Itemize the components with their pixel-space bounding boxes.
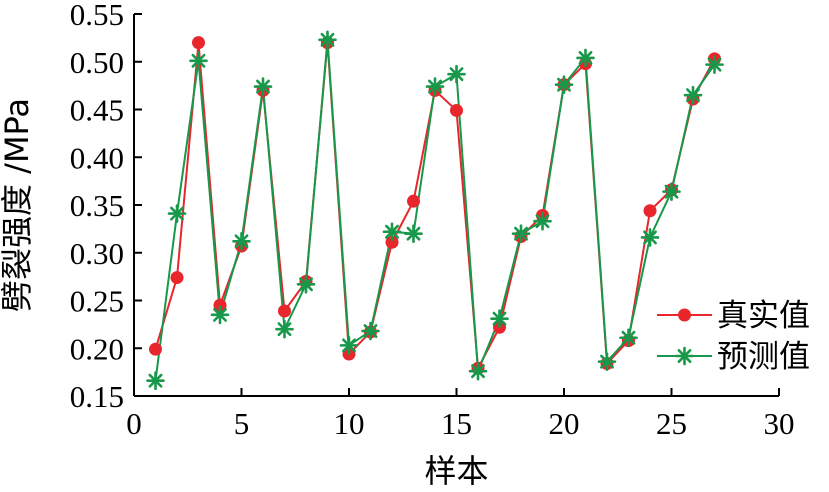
data-point-predicted xyxy=(275,319,294,339)
y-tick-label: 0.15 xyxy=(70,379,124,414)
data-point-real xyxy=(450,103,463,117)
y-tick-label: 0.50 xyxy=(70,45,124,80)
x-axis-label: 样本 xyxy=(424,452,488,490)
data-point-predicted xyxy=(253,77,273,96)
data-point-predicted xyxy=(339,336,359,355)
data-point-predicted xyxy=(705,55,724,74)
data-point-predicted xyxy=(597,352,617,371)
axes: 0 5 10 15 20 25 30 0.15 0.20 0.25 0.30 0.35 0.40 0.45… xyxy=(70,0,795,441)
y-tick-label: 0.40 xyxy=(70,140,124,175)
y-tick-label: 0.35 xyxy=(70,188,124,223)
data-point-predicted xyxy=(619,328,638,348)
data-point-real xyxy=(407,194,420,208)
plot-area xyxy=(146,30,724,391)
y-axis-label: 劈裂强度 /MPa xyxy=(0,98,36,312)
data-point-real xyxy=(192,36,205,50)
legend-marker-predicted xyxy=(675,346,694,366)
x-tick-label: 10 xyxy=(334,406,365,441)
y-tick-label: 0.25 xyxy=(70,284,124,319)
data-point-predicted xyxy=(382,222,402,242)
data-point-predicted xyxy=(511,224,531,243)
data-point-real xyxy=(643,204,657,218)
data-point-predicted xyxy=(232,231,251,251)
legend-marker-real xyxy=(678,308,691,322)
data-point-real xyxy=(213,298,227,312)
data-point-predicted xyxy=(662,182,681,201)
x-tick-label: 30 xyxy=(764,406,795,441)
data-point-predicted xyxy=(404,224,423,243)
data-point-predicted xyxy=(447,64,466,84)
y-tick-label: 0.30 xyxy=(70,236,124,271)
x-tick-label: 0 xyxy=(126,406,142,441)
data-point-predicted xyxy=(468,361,488,381)
data-point-predicted xyxy=(189,51,208,71)
x-tick-label: 25 xyxy=(656,406,687,441)
data-point-predicted xyxy=(683,85,703,105)
data-point-predicted xyxy=(167,204,187,223)
x-tick-label: 5 xyxy=(234,406,250,441)
data-point-real xyxy=(278,304,291,318)
data-point-predicted xyxy=(361,321,380,341)
legend-label-real: 真实值 xyxy=(717,298,810,334)
data-point-predicted xyxy=(425,77,445,96)
data-point-predicted xyxy=(296,274,316,294)
y-tick-label: 0.45 xyxy=(70,93,124,128)
data-point-predicted xyxy=(318,30,337,50)
x-tick-label: 20 xyxy=(549,406,580,441)
data-point-real xyxy=(170,271,184,285)
y-tick-label: 0.20 xyxy=(70,331,124,366)
data-point-predicted xyxy=(554,75,574,94)
data-point-predicted xyxy=(146,371,165,391)
y-tick-label: 0.55 xyxy=(70,0,124,32)
x-tick-label: 15 xyxy=(441,406,472,441)
data-point-real xyxy=(385,235,399,249)
legend: 真实值 预测值 xyxy=(657,298,810,375)
data-point-real xyxy=(149,342,162,356)
data-point-predicted xyxy=(533,211,552,231)
data-point-predicted xyxy=(640,228,660,247)
data-point-predicted xyxy=(490,309,509,328)
legend-label-predicted: 预测值 xyxy=(717,339,810,375)
data-point-predicted xyxy=(210,305,230,325)
data-point-predicted xyxy=(576,48,595,68)
